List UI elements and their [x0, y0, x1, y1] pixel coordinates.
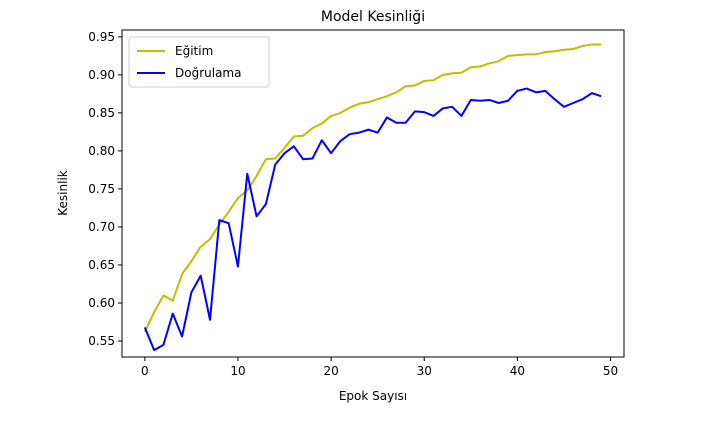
series-layer: [143, 43, 602, 352]
y-tick-label: 0.80: [88, 144, 115, 158]
x-tick-label: 0: [141, 364, 149, 378]
x-tick-label: 20: [323, 364, 338, 378]
x-axis: 0 10 20 30 40 50: [141, 357, 618, 378]
x-tick-label: 50: [603, 364, 618, 378]
x-axis-label: Epok Sayısı: [339, 389, 407, 403]
y-tick-label: 0.70: [88, 220, 115, 234]
y-tick-label: 0.75: [88, 182, 115, 196]
chart-title: Model Kesinliği: [321, 9, 425, 25]
x-tick-label: 40: [510, 364, 525, 378]
series-line-dogrulama: [143, 87, 602, 352]
y-tick-label: 0.65: [88, 258, 115, 272]
plot-area: [121, 29, 625, 358]
legend-label: Eğitim: [175, 44, 213, 58]
x-tick-label: 10: [230, 364, 245, 378]
legend-label: Doğrulama: [175, 66, 241, 80]
y-tick-label: 0.60: [88, 296, 115, 310]
y-axis-label: Kesinlik: [56, 170, 70, 216]
x-tick-label: 30: [417, 364, 432, 378]
legend: Eğitim Doğrulama: [128, 36, 270, 88]
y-tick-label: 0.85: [88, 106, 115, 120]
series-line-egitim: [143, 43, 602, 333]
y-tick-label: 0.95: [88, 30, 115, 44]
y-tick-label: 0.90: [88, 68, 115, 82]
y-axis: 0.55 0.60 0.65 0.70 0.75 0.80 0.85 0.90 0.95: [88, 30, 122, 348]
legend-box: [128, 36, 270, 88]
y-tick-label: 0.55: [88, 334, 115, 348]
